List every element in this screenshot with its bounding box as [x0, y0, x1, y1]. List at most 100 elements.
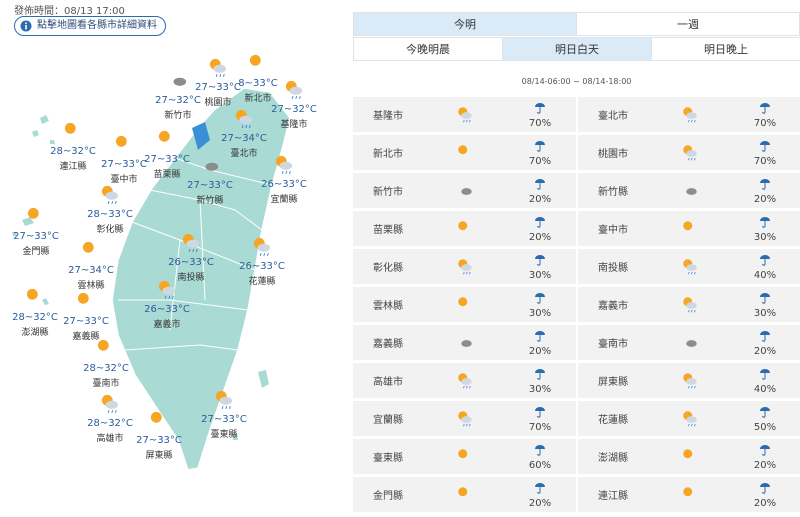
region-name[interactable]: 新竹縣 — [196, 196, 224, 206]
umbrella-icon — [535, 103, 545, 114]
region-temp[interactable]: 27~33°C — [101, 159, 147, 170]
rain-chance: 30% — [753, 232, 777, 243]
region-temp[interactable]: 27~34°C — [68, 265, 114, 276]
region-temp[interactable]: 27~33°C — [187, 180, 233, 191]
table-icons — [458, 103, 770, 497]
weather-icon — [82, 241, 94, 253]
region-name[interactable]: 金門縣 — [22, 247, 50, 257]
region-temp[interactable]: 27~33°C — [144, 154, 190, 165]
region-name[interactable]: 臺北市 — [230, 149, 258, 159]
region-name[interactable]: 臺中市 — [110, 175, 138, 185]
region-temp[interactable]: 26~33°C — [239, 261, 285, 272]
region-temp[interactable]: 28~32°C — [50, 146, 96, 157]
rain-chance: 20% — [528, 498, 552, 509]
region-name[interactable]: 屏東縣 — [145, 451, 173, 461]
umbrella-icon — [535, 445, 545, 456]
rain-chance: 40% — [753, 384, 777, 395]
region-temp[interactable]: 28~33°C — [87, 209, 133, 220]
rain-chance: 20% — [528, 346, 552, 357]
region-temp[interactable]: 27~33°C — [63, 316, 109, 327]
region-temp[interactable]: 28~32°C — [12, 312, 58, 323]
region-name[interactable]: 高雄市 — [96, 434, 124, 444]
region-temp[interactable]: 26~33°C — [144, 304, 190, 315]
city-name: 新竹縣 — [598, 187, 628, 198]
region-name[interactable]: 花蓮縣 — [248, 277, 276, 287]
city-name: 屏東縣 — [598, 377, 628, 388]
umbrella-icon — [760, 445, 770, 456]
region-name[interactable]: 基隆市 — [280, 120, 308, 130]
city-name: 連江縣 — [598, 491, 628, 502]
subtab[interactable]: 明日白天 — [502, 37, 652, 61]
region-temp[interactable]: 28~32°C — [87, 418, 133, 429]
umbrella-icon — [535, 483, 545, 494]
region-name[interactable]: 桃園市 — [204, 98, 232, 108]
weather-icon — [215, 390, 233, 410]
rain-chance: 60% — [528, 460, 552, 471]
weather-icon — [686, 340, 697, 347]
weather-icon — [683, 145, 697, 161]
rain-chance: 20% — [528, 232, 552, 243]
region-temp[interactable]: 27~33°C — [13, 231, 59, 242]
weather-icon — [686, 188, 697, 195]
city-name: 彰化縣 — [373, 263, 403, 274]
region-temp[interactable]: 27~33°C — [201, 414, 247, 425]
region-name[interactable]: 臺南市 — [92, 379, 120, 389]
city-name: 臺中市 — [598, 225, 628, 236]
subtab[interactable]: 今晚明晨 — [353, 37, 503, 61]
umbrella-icon — [760, 407, 770, 418]
tab[interactable]: 一週 — [576, 12, 800, 36]
region-temp[interactable]: 27~34°C — [221, 133, 267, 144]
umbrella-icon — [760, 483, 770, 494]
weather-icon — [249, 54, 261, 66]
city-name: 嘉義市 — [598, 301, 628, 312]
region-name[interactable]: 南投縣 — [177, 273, 205, 283]
region-temp[interactable]: 27~33°C — [136, 435, 182, 446]
umbrella-icon — [535, 141, 545, 152]
weather-icon — [683, 373, 697, 389]
detail-button[interactable]: 點擊地圖看各縣市詳細資料 — [14, 16, 166, 36]
rain-chance: 20% — [753, 498, 777, 509]
weather-icon — [683, 487, 693, 497]
subtab[interactable]: 明日晚上 — [651, 37, 800, 61]
umbrella-icon — [535, 293, 545, 304]
region-temp[interactable]: 27~33°C — [195, 82, 241, 93]
weather-icon — [115, 135, 127, 147]
rain-chance: 20% — [753, 194, 777, 205]
region-name[interactable]: 臺東縣 — [210, 430, 238, 440]
city-name: 臺北市 — [598, 111, 628, 122]
taiwan[interactable] — [111, 87, 291, 471]
rain-chance: 20% — [753, 346, 777, 357]
region-temp[interactable]: 27~32°C — [155, 95, 201, 106]
region-name[interactable]: 嘉義市 — [153, 320, 181, 330]
region-name[interactable]: 彰化縣 — [96, 225, 124, 235]
weather-icon — [683, 297, 697, 313]
region-name[interactable]: 連江縣 — [59, 162, 87, 172]
weather-icon — [683, 221, 693, 231]
region-temp[interactable]: 28~32°C — [83, 363, 129, 374]
weather-icon — [458, 373, 472, 389]
city-name: 花蓮縣 — [598, 415, 628, 426]
region-temp[interactable]: 8~33°C — [238, 78, 278, 89]
tab[interactable]: 今明 — [353, 12, 577, 36]
region-name[interactable]: 雲林縣 — [77, 281, 105, 291]
rain-chance: 70% — [528, 118, 552, 129]
region-name[interactable]: 澎湖縣 — [21, 328, 49, 338]
button-text: 點擊地圖看各縣市詳細資料 — [37, 20, 157, 31]
page: 發佈時間：08/13 17:00 點擊地圖看各縣市詳細資料 27~32°C 新竹市… — [12, 6, 800, 512]
region-name[interactable]: 新竹市 — [164, 111, 192, 121]
weather-icon — [458, 145, 468, 155]
umbrella-icon — [760, 141, 770, 152]
rain-chance: 70% — [753, 118, 777, 129]
weather-icon — [458, 411, 472, 427]
weather-icon — [458, 221, 468, 231]
region-temp[interactable]: 27~32°C — [271, 104, 317, 115]
selected-region[interactable] — [192, 122, 210, 150]
region-name[interactable]: 苗栗縣 — [153, 170, 181, 180]
region-name[interactable]: 宜蘭縣 — [270, 195, 298, 205]
region-temp[interactable]: 26~33°C — [168, 257, 214, 268]
region-temp[interactable]: 26~33°C — [261, 179, 307, 190]
region-name[interactable]: 新北市 — [244, 94, 272, 104]
region-name[interactable]: 嘉義縣 — [72, 332, 100, 342]
weather-icon — [158, 130, 170, 142]
city-name: 臺南市 — [598, 339, 628, 350]
